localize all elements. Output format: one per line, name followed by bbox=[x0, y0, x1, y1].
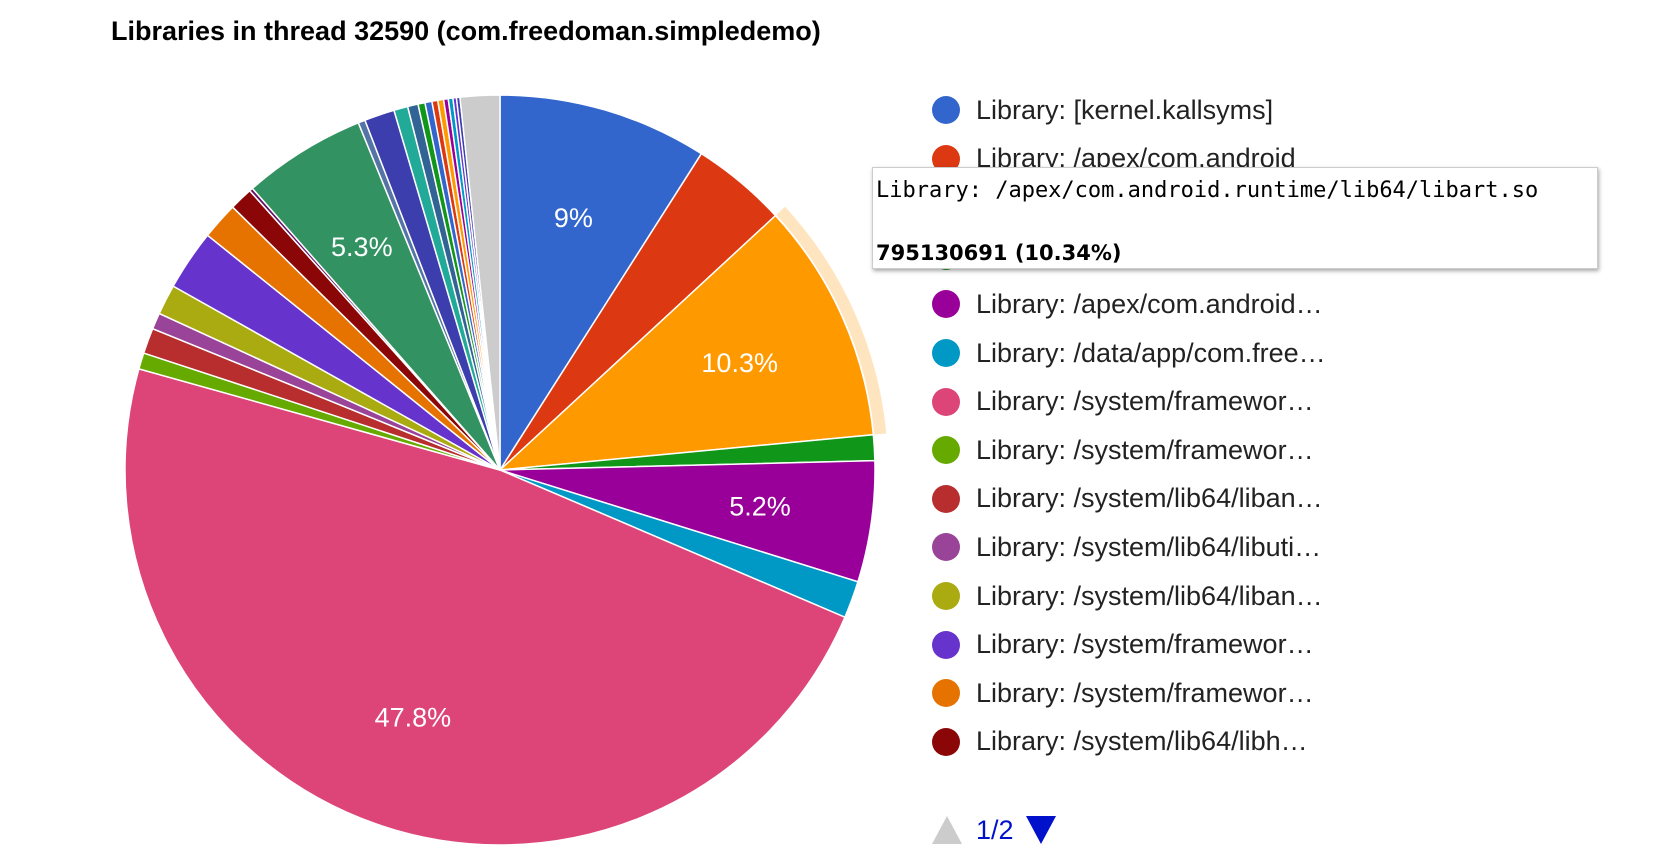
legend-label: Library: /system/framewor… bbox=[976, 677, 1314, 708]
legend-color-dot bbox=[932, 727, 960, 756]
legend-label: Library: [kernel.kallsyms] bbox=[976, 94, 1274, 125]
legend-label: Library: /data/app/com.free… bbox=[976, 337, 1326, 368]
legend-color-dot bbox=[932, 96, 960, 124]
previous-page-arrow-icon bbox=[932, 816, 962, 844]
legend-pager: 1/2 bbox=[932, 810, 1056, 850]
legend-item-5[interactable]: Library: /data/app/com.free… bbox=[932, 333, 1352, 373]
legend-item-8[interactable]: Library: /system/lib64/liban… bbox=[932, 479, 1352, 519]
tooltip-value: 795130691 (10.34%) bbox=[876, 241, 1122, 265]
tooltip-label: Library: /apex/com.android.runtime/lib64… bbox=[876, 178, 1539, 203]
slice-value-label-15: 5.3% bbox=[331, 232, 393, 262]
legend-color-dot bbox=[932, 582, 960, 610]
pie-slice-28[interactable] bbox=[459, 94, 501, 471]
legend-color-dot bbox=[932, 484, 960, 513]
legend-color-dot bbox=[932, 339, 960, 367]
slice-value-label-6: 47.8% bbox=[375, 703, 452, 733]
legend-item-4[interactable]: Library: /apex/com.android… bbox=[932, 284, 1352, 324]
pie-slice-6[interactable] bbox=[124, 367, 846, 846]
legend-item-10[interactable]: Library: /system/lib64/liban… bbox=[932, 576, 1352, 616]
legend-label: Library: /apex/com.android… bbox=[976, 288, 1323, 319]
legend-color-dot bbox=[932, 630, 960, 659]
legend-color-dot bbox=[932, 436, 960, 465]
legend-item-6[interactable]: Library: /system/framewor… bbox=[932, 382, 1352, 422]
legend-label: Library: /system/framewor… bbox=[976, 386, 1314, 417]
legend-item-12[interactable]: Library: /system/framewor… bbox=[932, 673, 1352, 713]
chart-title: Libraries in thread 32590 (com.freedoman… bbox=[111, 16, 821, 46]
pie-slice-0[interactable] bbox=[499, 94, 703, 473]
legend-label: Library: /system/lib64/libuti… bbox=[976, 531, 1322, 562]
highlight-ring bbox=[776, 206, 887, 435]
page-indicator: 1/2 bbox=[976, 814, 1014, 845]
legend-color-dot bbox=[932, 533, 960, 562]
legend-item-11[interactable]: Library: /system/framewor… bbox=[932, 625, 1352, 665]
legend-label: Library: /system/lib64/liban… bbox=[976, 483, 1323, 514]
legend-item-13[interactable]: Library: /system/lib64/libh… bbox=[932, 722, 1352, 762]
tooltip: Library: /apex/com.android.runtime/lib64… bbox=[872, 167, 1598, 269]
legend-color-dot bbox=[932, 387, 960, 416]
legend-color-dot bbox=[932, 290, 960, 319]
slice-value-label-2: 10.3% bbox=[701, 348, 778, 378]
legend-label: Library: /system/framewor… bbox=[976, 629, 1314, 660]
pie-slice-labels: 9% 10.3% 5.2% 47.8% 5.3% bbox=[331, 203, 791, 733]
slice-value-label-0: 9% bbox=[554, 203, 593, 233]
legend-item-9[interactable]: Library: /system/lib64/libuti… bbox=[932, 527, 1352, 567]
legend-item-7[interactable]: Library: /system/framewor… bbox=[932, 430, 1352, 470]
legend-item-0[interactable]: Library: [kernel.kallsyms] bbox=[932, 90, 1352, 130]
legend-color-dot bbox=[932, 679, 960, 708]
legend-label: Library: /system/framewor… bbox=[976, 434, 1314, 465]
legend-label: Library: /system/lib64/libh… bbox=[976, 726, 1308, 757]
slice-value-label-4: 5.2% bbox=[729, 491, 791, 521]
pie-slice-2[interactable] bbox=[497, 214, 875, 471]
pie-slices bbox=[124, 94, 887, 846]
legend-label: Library: /system/lib64/liban… bbox=[976, 580, 1323, 611]
next-page-arrow-icon[interactable] bbox=[1025, 816, 1056, 844]
